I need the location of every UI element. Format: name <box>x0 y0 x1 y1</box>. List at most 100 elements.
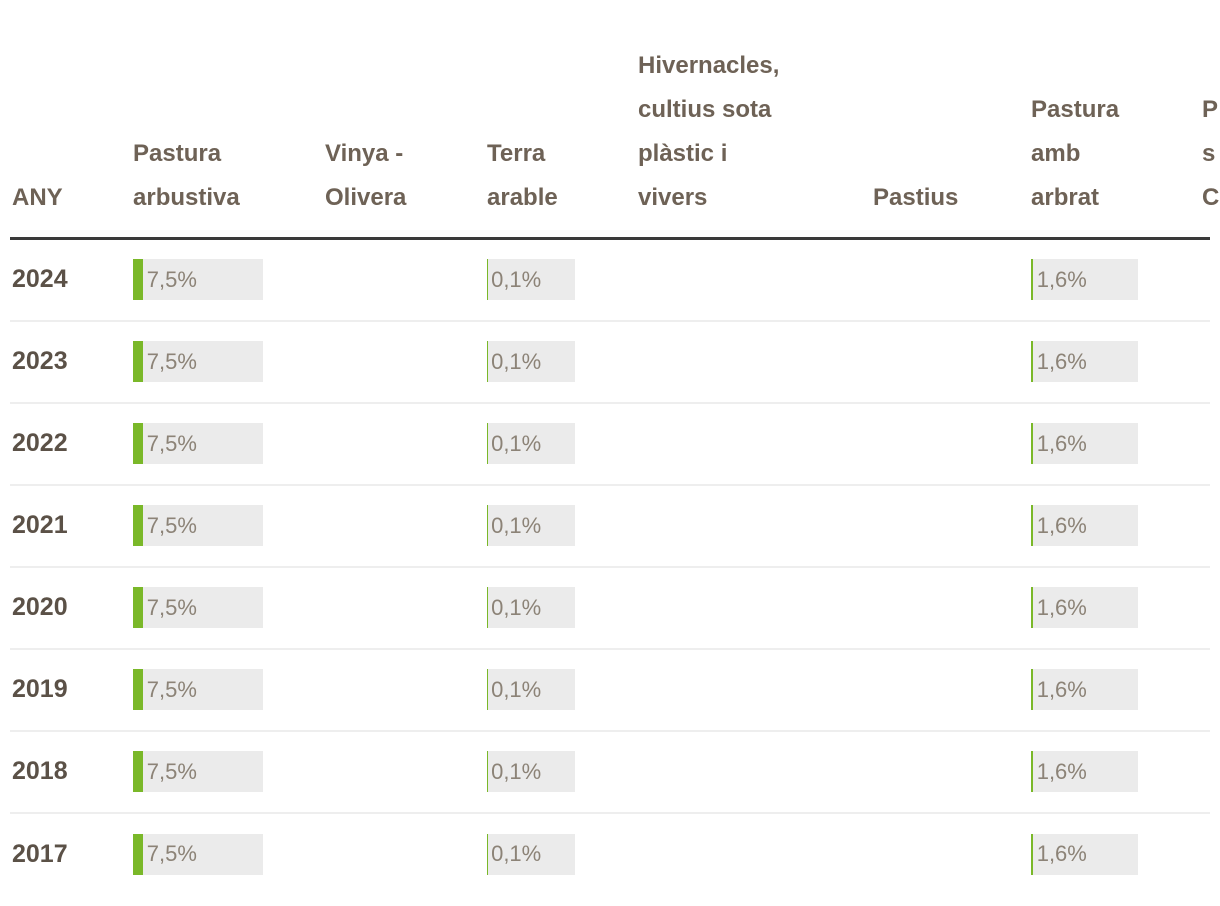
cell-pastura-arbustiva: 7,5% <box>131 239 323 321</box>
header-line: Pastura <box>1031 96 1120 123</box>
value-bar <box>1031 587 1033 628</box>
value-label: 7,5% <box>146 348 197 374</box>
cell-pastura-arbustiva: 7,5% <box>131 485 323 567</box>
value-bar <box>133 423 143 464</box>
cell-terra-arable: 0,1% <box>485 239 636 321</box>
cell-pastius-empty <box>871 485 1029 567</box>
value-bar <box>133 587 143 628</box>
column-header-truncated: P s C <box>1200 0 1219 239</box>
table-body: 2024 7,5% 0,1% <box>10 239 1210 895</box>
value-cell-box: 1,6% <box>1031 669 1138 710</box>
cell-terra-arable: 0,1% <box>485 731 636 813</box>
header-line: cultius sota <box>638 96 772 123</box>
value-bar <box>133 751 143 792</box>
value-label: 1,6% <box>1036 594 1087 620</box>
value-label: 7,5% <box>146 758 197 784</box>
land-use-table: ANY Pastura arbustiva Vinya - Olivera Te… <box>10 0 1219 895</box>
value-label: 1,6% <box>1036 348 1087 374</box>
cell-pastura-amb-arbrat: 1,6% <box>1029 813 1200 895</box>
value-cell-box: 7,5% <box>133 505 263 546</box>
value-cell-box: 0,1% <box>487 505 575 546</box>
cell-pastura-amb-arbrat: 1,6% <box>1029 649 1200 731</box>
value-label: 7,5% <box>146 512 197 538</box>
cell-pastura-arbustiva: 7,5% <box>131 649 323 731</box>
value-bar <box>1031 833 1033 875</box>
cell-pastura-arbustiva: 7,5% <box>131 731 323 813</box>
cell-hivernacles-empty <box>636 321 871 403</box>
cell-pastius-empty <box>871 567 1029 649</box>
value-cell-box: 7,5% <box>133 833 263 875</box>
header-line: vivers <box>638 184 708 211</box>
value-cell-box: 0,1% <box>487 833 575 875</box>
value-bar <box>133 259 143 301</box>
value-bar <box>133 833 143 875</box>
cell-vinya-olivera-empty <box>323 321 485 403</box>
cell-truncated-empty <box>1200 485 1210 567</box>
cell-pastius-empty <box>871 239 1029 321</box>
table-row: 2021 7,5% 0,1% <box>10 484 1210 567</box>
value-label: 7,5% <box>146 430 197 456</box>
cell-vinya-olivera-empty <box>323 649 485 731</box>
year-cell: 2020 <box>12 593 68 621</box>
value-cell-box: 7,5% <box>133 341 263 382</box>
cell-vinya-olivera-empty <box>323 567 485 649</box>
cell-pastura-amb-arbrat: 1,6% <box>1029 239 1200 321</box>
cell-truncated-empty <box>1200 321 1210 403</box>
table-header: ANY Pastura arbustiva Vinya - Olivera Te… <box>10 0 1219 239</box>
value-bar <box>133 669 143 710</box>
cell-pastius-empty <box>871 321 1029 403</box>
cell-truncated-empty <box>1200 731 1210 813</box>
value-bar <box>1031 505 1033 546</box>
value-cell-box: 1,6% <box>1031 833 1138 875</box>
value-label: 1,6% <box>1036 758 1087 784</box>
cell-terra-arable: 0,1% <box>485 485 636 567</box>
value-label: 0,1% <box>491 512 542 538</box>
cell-truncated-empty <box>1200 403 1210 485</box>
value-cell-box: 0,1% <box>487 587 575 628</box>
cell-pastura-amb-arbrat: 1,6% <box>1029 567 1200 649</box>
column-header-terra-arable: Terra arable <box>485 0 636 239</box>
value-label: 7,5% <box>146 676 197 702</box>
value-cell-box: 7,5% <box>133 587 263 628</box>
value-label: 0,1% <box>491 594 542 620</box>
value-label: 1,6% <box>1036 430 1087 456</box>
cell-pastius-empty <box>871 403 1029 485</box>
year-cell: 2021 <box>12 511 68 539</box>
value-cell-box: 0,1% <box>487 669 575 710</box>
cell-vinya-olivera-empty <box>323 485 485 567</box>
value-cell-box: 7,5% <box>133 423 263 464</box>
header-line: amb <box>1031 140 1081 167</box>
table-row: 2023 7,5% 0,1% <box>10 320 1210 403</box>
year-cell: 2019 <box>12 675 68 703</box>
table-row: 2024 7,5% 0,1% <box>10 239 1210 321</box>
value-cell-box: 0,1% <box>487 751 575 792</box>
column-header-pastius: Pastius <box>871 0 1029 239</box>
value-bar <box>1031 751 1033 792</box>
table-row: 2022 7,5% 0,1% <box>10 402 1210 485</box>
value-cell-box: 1,6% <box>1031 505 1138 546</box>
value-cell-box: 1,6% <box>1031 751 1138 792</box>
value-cell-box: 1,6% <box>1031 259 1138 301</box>
year-cell: 2017 <box>12 839 68 868</box>
cell-hivernacles-empty <box>636 239 871 321</box>
value-label: 1,6% <box>1036 841 1087 866</box>
value-cell-box: 7,5% <box>133 751 263 792</box>
cell-truncated-empty <box>1200 813 1210 895</box>
table-row: 2020 7,5% 0,1% <box>10 566 1210 649</box>
table-row: 2017 7,5% 0,1% <box>10 812 1210 895</box>
value-label: 0,1% <box>491 758 542 784</box>
column-header-hivernacles: Hivernacles, cultius sota plàstic i vive… <box>636 0 871 239</box>
header-line: Pastura <box>133 140 222 167</box>
value-cell-box: 1,6% <box>1031 423 1138 464</box>
cell-hivernacles-empty <box>636 567 871 649</box>
value-bar <box>1031 423 1033 464</box>
cell-pastius-empty <box>871 731 1029 813</box>
header-row: ANY Pastura arbustiva Vinya - Olivera Te… <box>10 0 1219 239</box>
cell-terra-arable: 0,1% <box>485 321 636 403</box>
value-label: 0,1% <box>491 266 542 292</box>
column-header-any: ANY <box>10 0 131 239</box>
cell-pastius-empty <box>871 649 1029 731</box>
cell-terra-arable: 0,1% <box>485 649 636 731</box>
cell-truncated-empty <box>1200 649 1210 731</box>
column-header-pastura-arbustiva: Pastura arbustiva <box>131 0 323 239</box>
